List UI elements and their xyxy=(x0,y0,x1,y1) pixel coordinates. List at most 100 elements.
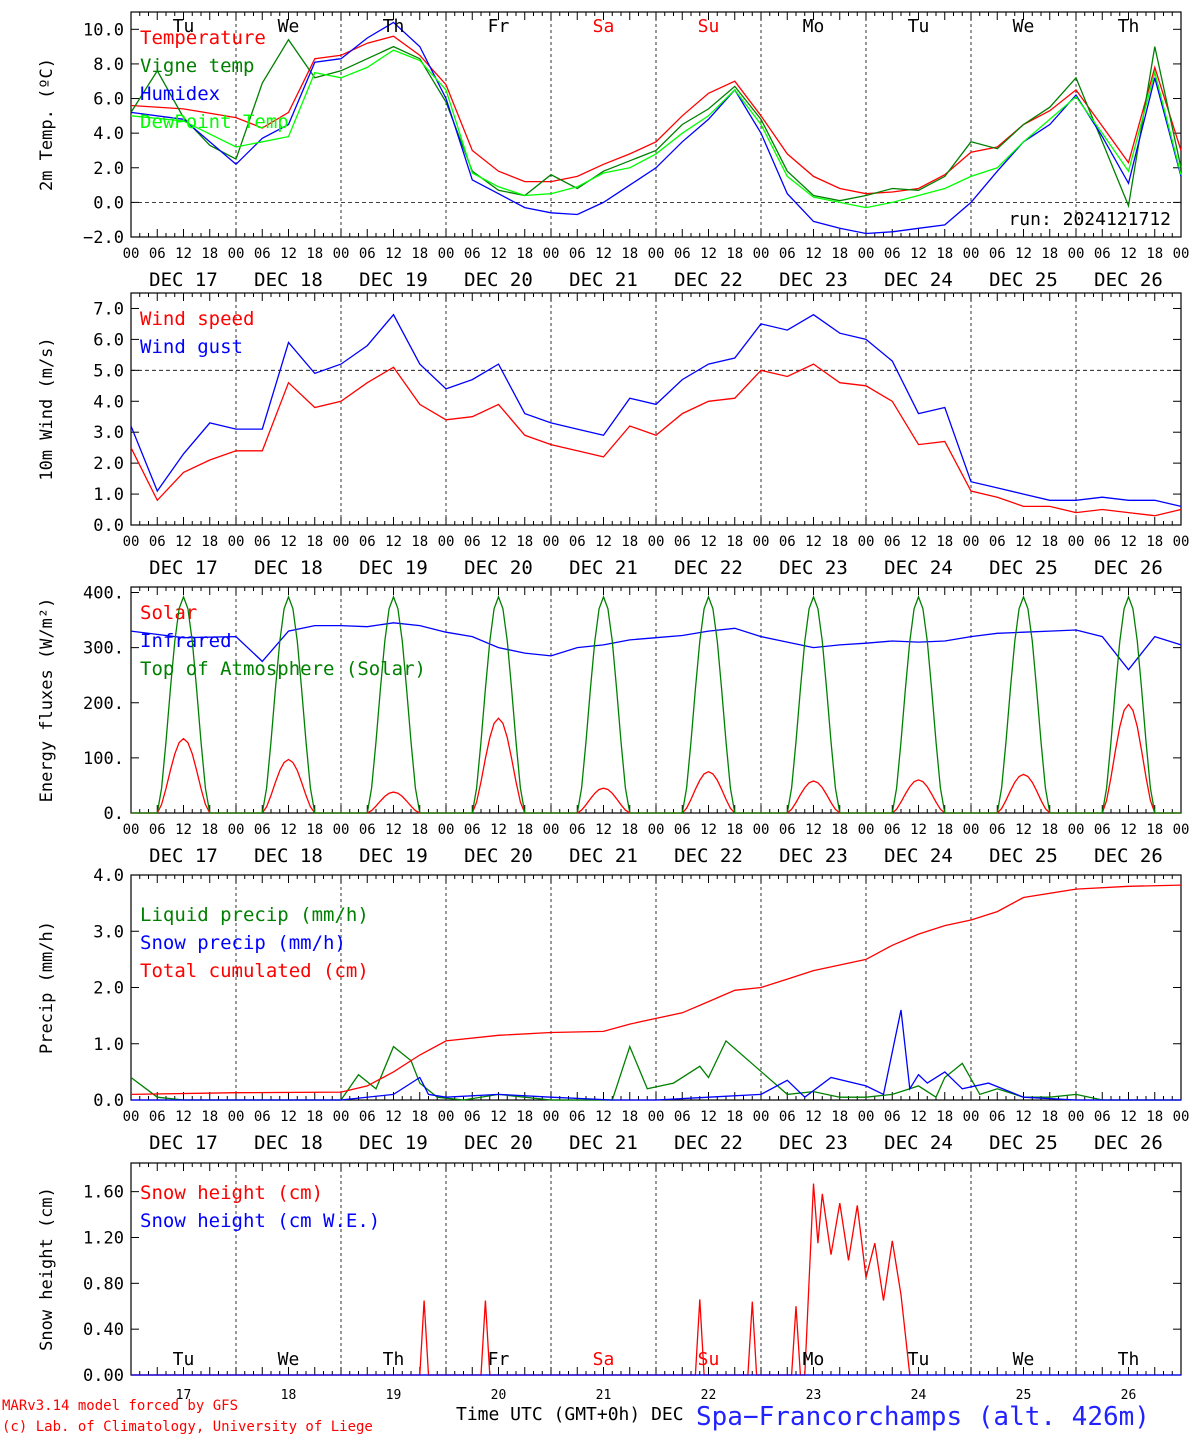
x-tick-label: 00 xyxy=(1173,246,1190,262)
weekday-label: Sa xyxy=(593,16,615,37)
legend-entry: Snow height (cm) xyxy=(140,1182,323,1204)
x-tick-label: 06 xyxy=(149,822,166,838)
y-tick-label: −2.0 xyxy=(83,228,124,248)
weekday-label: Mo xyxy=(803,1349,825,1370)
x-tick-label: 18 xyxy=(1146,246,1163,262)
date-label: DEC 20 xyxy=(464,269,533,291)
station-name: Spa−Francorchamps (alt. 426m) xyxy=(696,1402,1150,1432)
y-tick-label: 4.0 xyxy=(93,124,124,144)
weekday-label: Sa xyxy=(593,1349,615,1370)
x-tick-label: 18 xyxy=(201,1109,218,1125)
x-tick-label: 18 xyxy=(936,822,953,838)
x-tick-label: 06 xyxy=(254,1109,271,1125)
date-label: DEC 17 xyxy=(149,1132,218,1154)
x-tick-label: 00 xyxy=(648,534,665,550)
x-tick-label: 06 xyxy=(779,534,796,550)
x-tick-label: 00 xyxy=(123,822,140,838)
x-tick-label: 18 xyxy=(201,822,218,838)
y-tick-label: 6.0 xyxy=(93,330,124,350)
run-label: run: 2024121712 xyxy=(1008,209,1171,230)
date-label: DEC 26 xyxy=(1094,269,1163,291)
model-credit: MARv3.14 model forced by GFS xyxy=(2,1398,239,1414)
day-number: 21 xyxy=(596,1388,612,1400)
x-tick-label: 00 xyxy=(1173,822,1190,838)
y-axis-label: 2m Temp. (ºC) xyxy=(37,58,57,191)
x-tick-label: 00 xyxy=(543,822,560,838)
date-label: DEC 18 xyxy=(254,269,323,291)
x-tick-label: 18 xyxy=(411,534,428,550)
x-tick-label: 18 xyxy=(201,534,218,550)
x-tick-label: 12 xyxy=(700,822,717,838)
x-tick-label: 00 xyxy=(753,246,770,262)
x-tick-label: 12 xyxy=(175,822,192,838)
x-tick-label: 06 xyxy=(359,1109,376,1125)
x-tick-label: 18 xyxy=(936,534,953,550)
date-label: DEC 23 xyxy=(779,269,848,291)
legend-entry: Solar xyxy=(140,602,197,624)
x-tick-label: 18 xyxy=(306,1109,323,1125)
weekday-label: Th xyxy=(383,1349,405,1370)
x-tick-label: 00 xyxy=(648,1109,665,1125)
x-tick-label: 12 xyxy=(700,534,717,550)
y-tick-label: 5.0 xyxy=(93,361,124,381)
y-tick-label: 3.0 xyxy=(93,922,124,942)
x-tick-label: 18 xyxy=(516,1109,533,1125)
x-tick-label: 00 xyxy=(1068,246,1085,262)
weekday-label: Mo xyxy=(803,16,825,37)
date-label: DEC 19 xyxy=(359,1132,428,1154)
x-tick-label: 06 xyxy=(464,822,481,838)
x-tick-label: 06 xyxy=(464,246,481,262)
x-tick-label: 18 xyxy=(936,246,953,262)
date-label: DEC 20 xyxy=(464,845,533,867)
series-line xyxy=(131,1009,1181,1101)
x-tick-label: 12 xyxy=(595,1109,612,1125)
date-label: DEC 22 xyxy=(674,557,743,579)
day-number: 24 xyxy=(911,1388,927,1400)
series-line xyxy=(130,1039,1181,1101)
x-tick-label: 18 xyxy=(201,246,218,262)
x-tick-label: 00 xyxy=(228,822,245,838)
x-tick-label: 18 xyxy=(1041,534,1058,550)
x-tick-label: 18 xyxy=(1041,1109,1058,1125)
x-tick-label: 18 xyxy=(831,246,848,262)
legend-entry: Snow height (cm W.E.) xyxy=(140,1210,380,1232)
x-tick-label: 06 xyxy=(149,1109,166,1125)
date-label: DEC 24 xyxy=(884,1132,953,1154)
date-label: DEC 19 xyxy=(359,269,428,291)
x-tick-label: 06 xyxy=(569,822,586,838)
date-label: DEC 21 xyxy=(569,557,638,579)
x-tick-label: 12 xyxy=(700,246,717,262)
date-label: DEC 24 xyxy=(884,845,953,867)
x-tick-label: 00 xyxy=(333,246,350,262)
x-tick-label: 06 xyxy=(1094,1109,1111,1125)
x-tick-label: 12 xyxy=(280,822,297,838)
x-tick-label: 12 xyxy=(595,822,612,838)
x-tick-label: 06 xyxy=(254,534,271,550)
x-tick-label: 18 xyxy=(726,822,743,838)
x-tick-label: 18 xyxy=(726,534,743,550)
x-tick-label: 06 xyxy=(1094,534,1111,550)
legend-entry: DewPoint Temp xyxy=(140,111,289,133)
x-tick-label: 06 xyxy=(569,246,586,262)
x-tick-label: 18 xyxy=(621,1109,638,1125)
date-label: DEC 19 xyxy=(359,845,428,867)
legend-entry: Liquid precip (mm/h) xyxy=(140,904,369,926)
x-tick-label: 00 xyxy=(963,1109,980,1125)
y-axis-label: Energy fluxes (W/m²) xyxy=(37,598,57,803)
date-label: DEC 18 xyxy=(254,1132,323,1154)
y-tick-label: 400. xyxy=(83,584,124,604)
x-tick-label: 00 xyxy=(438,534,455,550)
x-tick-label: 06 xyxy=(989,246,1006,262)
x-tick-label: 00 xyxy=(858,822,875,838)
x-tick-label: 06 xyxy=(569,1109,586,1125)
x-tick-label: 12 xyxy=(910,822,927,838)
x-tick-label: 12 xyxy=(280,534,297,550)
x-tick-label: 00 xyxy=(753,822,770,838)
weekday-label: We xyxy=(1013,1349,1035,1370)
series-line xyxy=(130,363,1182,517)
day-number: 25 xyxy=(1016,1388,1032,1400)
x-tick-label: 12 xyxy=(805,534,822,550)
legend-entry: Vigne temp xyxy=(140,55,254,77)
x-tick-label: 12 xyxy=(280,246,297,262)
weekday-label: Fr xyxy=(488,16,510,37)
